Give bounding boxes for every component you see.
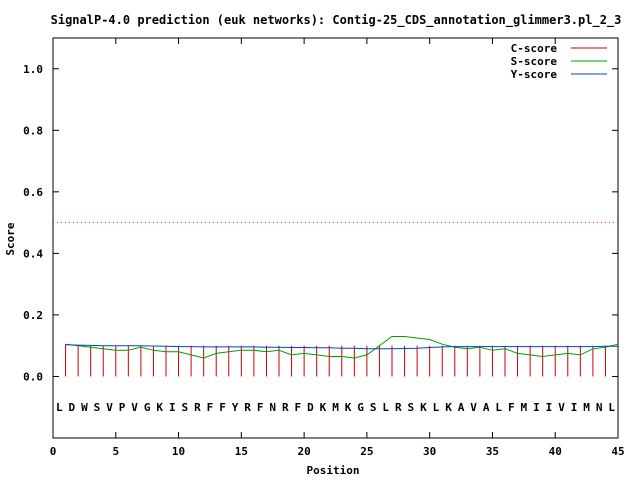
chart-title: SignalP-4.0 prediction (euk networks): C… [51,13,622,28]
residue-label: V [558,401,565,414]
residue-label: N [269,401,276,414]
residue-label: K [420,401,427,414]
residue-label: A [483,401,490,414]
residue-label: R [244,401,251,414]
residue-label: M [583,401,590,414]
residue-label: M [332,401,339,414]
residue-label: R [395,401,402,414]
residue-label: L [382,401,389,414]
x-tick-label: 30 [423,445,436,458]
plot-area: 0.00.20.40.60.81.00 5 10 15 20 25 30 35 40 45L D W S… [23,37,625,458]
residue-label: S [182,401,189,414]
residue-label: V [131,401,138,414]
residue-label: S [408,401,415,414]
residue-label: L [495,401,502,414]
residue-label: G [357,401,364,414]
y-tick-label: 1.0 [23,63,43,76]
residue-label: M [521,401,528,414]
residue-label: Y [232,401,239,414]
residue-label: R [194,401,201,414]
y-tick-label: 0.8 [23,124,43,137]
x-tick-label: 35 [486,445,499,458]
residue-label: K [345,401,352,414]
residue-label: L [56,401,63,414]
residue-label: L [433,401,440,414]
residue-label: F [207,401,214,414]
residue-label: I [533,401,540,414]
x-tick-label: 20 [297,445,310,458]
residue-label: K [320,401,327,414]
y-tick-label: 0.2 [23,309,43,322]
residue-label: K [156,401,163,414]
residue-label: F [508,401,515,414]
x-tick-label: 5 [112,445,119,458]
residue-label: G [144,401,151,414]
residue-label: K [445,401,452,414]
x-tick-label: 0 [50,445,57,458]
residue-label: I [546,401,553,414]
plot-border [52,37,619,439]
residue-label: A [458,401,465,414]
x-tick-label: 15 [235,445,248,458]
residue-label: I [571,401,578,414]
residue-label: F [257,401,264,414]
residue-label: R [282,401,289,414]
legend-label: Y-score [511,68,558,81]
y-tick-label: 0.0 [23,370,43,383]
residue-label: V [470,401,477,414]
residue-label: V [106,401,113,414]
x-axis-label: Position [307,464,360,477]
x-tick-label: 40 [549,445,562,458]
residue-label: F [219,401,226,414]
residue-label: P [119,401,126,414]
residue-label: I [169,401,176,414]
residue-label: L [608,401,615,414]
residue-label: D [307,401,314,414]
x-tick-label: 25 [360,445,373,458]
legend-label: C-score [511,42,558,55]
residue-label: S [370,401,377,414]
y-axis-label: Score [4,222,17,255]
s-scoreline [65,336,619,359]
legend-label: S-score [511,55,558,68]
x-tick-label: 10 [172,445,185,458]
residue-label: W [81,401,88,414]
residue-label: F [295,401,302,414]
residue-label: N [596,401,603,414]
y-tick-label: 0.4 [23,247,43,260]
y-scoreline [65,344,618,350]
x-tick-label: 45 [611,445,624,458]
residue-label: S [94,401,101,414]
residue-label: D [69,401,76,414]
y-tick-label: 0.6 [23,186,43,199]
